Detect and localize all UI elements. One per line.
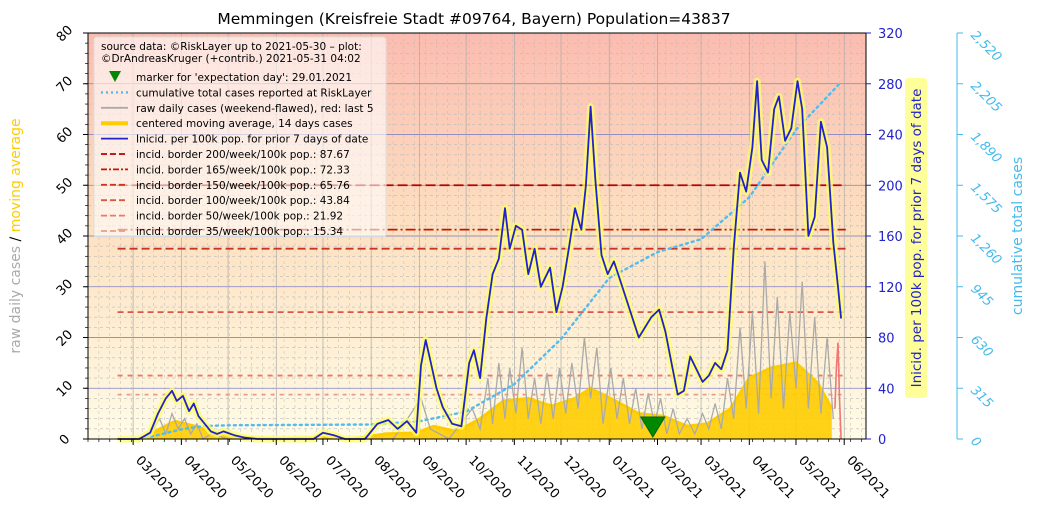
x-tick-label: 09/2020 [419,453,468,502]
x-tick-label: 10/2020 [465,453,514,502]
incidence-tick-label: 160 [878,230,903,245]
incidence-tick-label: 240 [878,129,903,144]
incidence-tick-label: 80 [878,332,895,347]
left-tick-label: 0 [57,432,73,448]
left-tick-label: 80 [54,23,76,45]
source-line-1: source data: ©RiskLayer up to 2021-05-30… [101,41,362,53]
legend-box [93,36,387,238]
cumulative-tick-label: 1,890 [967,130,1004,167]
chart-title: Memmingen (Kreisfreie Stadt #09764, Baye… [217,10,730,28]
cumulative-tick-label: 0 [967,434,983,450]
x-tick-label: 05/2020 [227,453,276,502]
incidence-tick-label: 0 [878,433,886,448]
left-tick-label: 10 [54,378,76,400]
incidence-tick-label: 320 [878,27,903,42]
legend-entry-label: centered moving average, 14 days cases [136,118,353,130]
left-axis-label-sep: / [8,232,24,241]
cumulative-tick-label: 1,575 [967,180,1004,217]
x-tick-label: 06/2021 [843,453,892,502]
x-tick-label: 08/2020 [370,453,419,502]
left-axis-label-raw: raw daily cases [8,241,24,353]
legend-entry-label: incid. border 200/week/100k pop.: 87.67 [136,149,350,161]
cumulative-line [131,80,843,441]
cumulative-tick-label: 945 [967,282,995,310]
incidence-line [117,80,842,440]
legend-entry-label: incid. border 100/week/100k pop.: 43.84 [136,195,350,207]
x-tick-label: 11/2020 [514,453,563,502]
left-tick-label: 20 [54,327,76,349]
legend-entry-label: marker for 'expectation day': 29.01.2021 [136,72,352,84]
left-tick-label: 70 [54,74,76,96]
raw-daily-last5-line [834,342,842,440]
left-axis-label-ma: moving average [8,118,24,232]
left-tick-label: 30 [54,277,76,299]
cumulative-axis-label: cumulative total cases [1010,157,1026,315]
x-tick-label: 04/2020 [181,453,230,502]
incidence-axis-label: Inicid. per 100k pop. for prior 7 days o… [909,89,925,388]
cumulative-tick-label: 630 [967,333,995,361]
legend-entry-label: raw daily cases (weekend-flawed), red: l… [136,103,374,115]
x-tick-label: 07/2020 [322,453,371,502]
incidence-tick-label: 200 [878,179,903,194]
cumulative-tick-label: 315 [967,383,995,411]
raw-daily-line [146,261,834,440]
legend-handle [109,71,121,82]
legend-entry-label: incid. border 165/week/100k pop.: 72.33 [136,164,350,176]
legend-entry-label: incid. border 50/week/100k pop.: 21.92 [136,211,343,223]
x-tick-label: 01/2021 [608,453,657,502]
left-tick-label: 50 [54,175,76,197]
left-tick-label: 60 [54,124,76,146]
legend: source data: ©RiskLayer up to 2021-05-30… [93,36,387,238]
left-tick-label: 40 [54,226,76,248]
legend-entry-label: cumulative total cases reported at RiskL… [136,87,372,99]
x-tick-label: 04/2021 [748,453,797,502]
legend-entry-label: Inicid. per 100k pop. for prior 7 days o… [136,134,368,146]
legend-entry-label: incid. border 35/week/100k pop.: 15.34 [136,226,343,238]
left-axis-label: raw daily cases / moving average [8,118,24,353]
source-line-2: ©DrAndreasKruger (+contrib.) 2021-05-31 … [101,53,361,65]
incidence-tick-label: 40 [878,382,895,397]
x-tick-label: 03/2021 [700,453,749,502]
expectation-day-marker [639,416,666,438]
x-tick-label: 05/2021 [795,453,844,502]
x-tick-label: 06/2020 [275,453,324,502]
cumulative-tick-label: 2,205 [967,79,1004,116]
cumulative-tick-label: 2,520 [967,28,1004,65]
incidence-tick-label: 280 [878,78,903,93]
incidence-axis-label-box [905,78,927,398]
x-tick-label: 12/2020 [560,453,609,502]
legend-entry-label: incid. border 150/week/100k pop.: 65.76 [136,180,350,192]
x-tick-label: 02/2021 [657,453,706,502]
cumulative-tick-label: 1,260 [967,231,1004,268]
x-tick-label: 03/2020 [132,453,181,502]
incidence-tick-label: 120 [878,281,903,296]
